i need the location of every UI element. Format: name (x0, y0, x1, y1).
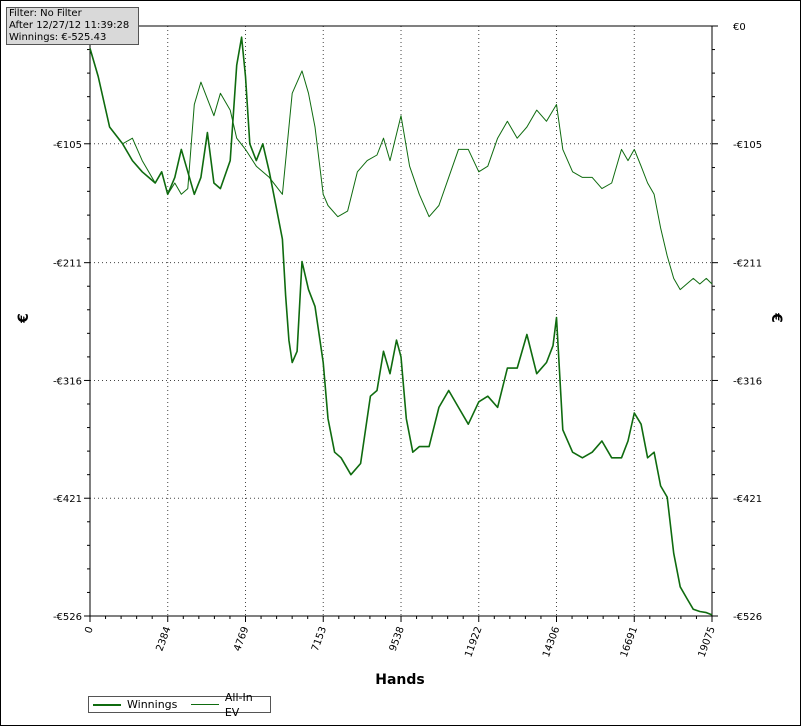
y-tick-label-right: -€316 (733, 376, 762, 387)
x-tick-label: 7153 (310, 625, 329, 653)
legend-label-winnings: Winnings (127, 698, 178, 711)
x-tick-label: 2384 (155, 625, 174, 653)
legend-item-winnings: Winnings (93, 697, 177, 712)
y-tick-label-right: -€421 (733, 494, 762, 505)
winnings-text: Winnings: €-525.43 (9, 32, 107, 43)
x-tick-label: 19075 (697, 625, 718, 659)
y-tick-label-left: -€526 (53, 612, 82, 623)
legend-item-all-in-ev: All-In EV (191, 690, 270, 720)
axis-ticks: €0 -€105 -€105 -€211 -€211 -€316 -€316 -€421 -€4… (53, 22, 762, 659)
grid (90, 26, 712, 616)
series-line-all-in-ev (89, 48, 713, 291)
legend-swatch-winnings (93, 703, 121, 706)
y-axis-title-left: € (16, 313, 32, 324)
y-tick-label-right: -€211 (733, 259, 762, 270)
x-tick-label: 16691 (619, 625, 640, 659)
x-axis-title: Hands (375, 672, 425, 688)
x-tick-label: 0 (83, 625, 96, 635)
legend-label-all-in-ev: All-In EV (224, 690, 253, 719)
x-tick-label: 14306 (541, 625, 562, 659)
y-tick-label-right: -€526 (733, 612, 762, 623)
x-tick-label: 9538 (388, 625, 407, 653)
info-box: Filter: No Filter After 12/27/12 11:39:2… (6, 7, 139, 45)
series-lines (89, 36, 713, 616)
legend-swatch-all-in-ev (191, 704, 219, 705)
y-axis-title-right: € (768, 312, 784, 323)
y-tick-label-left: -€421 (53, 494, 82, 505)
y-tick-label-left: -€105 (53, 140, 82, 151)
y-tick-label-left: -€316 (53, 376, 82, 387)
filter-text: Filter: No Filter (9, 8, 82, 19)
x-tick-label: 4769 (232, 625, 251, 653)
y-tick-label-left: -€211 (53, 259, 82, 270)
x-tick-label: 11922 (463, 625, 484, 659)
y-tick-label-right: -€105 (733, 140, 762, 151)
y-tick-label-right: €0 (733, 22, 746, 33)
series-line-winnings (89, 36, 713, 616)
legend: Winnings All-In EV (88, 691, 271, 719)
after-date-text: After 12/27/12 11:39:28 (9, 20, 130, 31)
